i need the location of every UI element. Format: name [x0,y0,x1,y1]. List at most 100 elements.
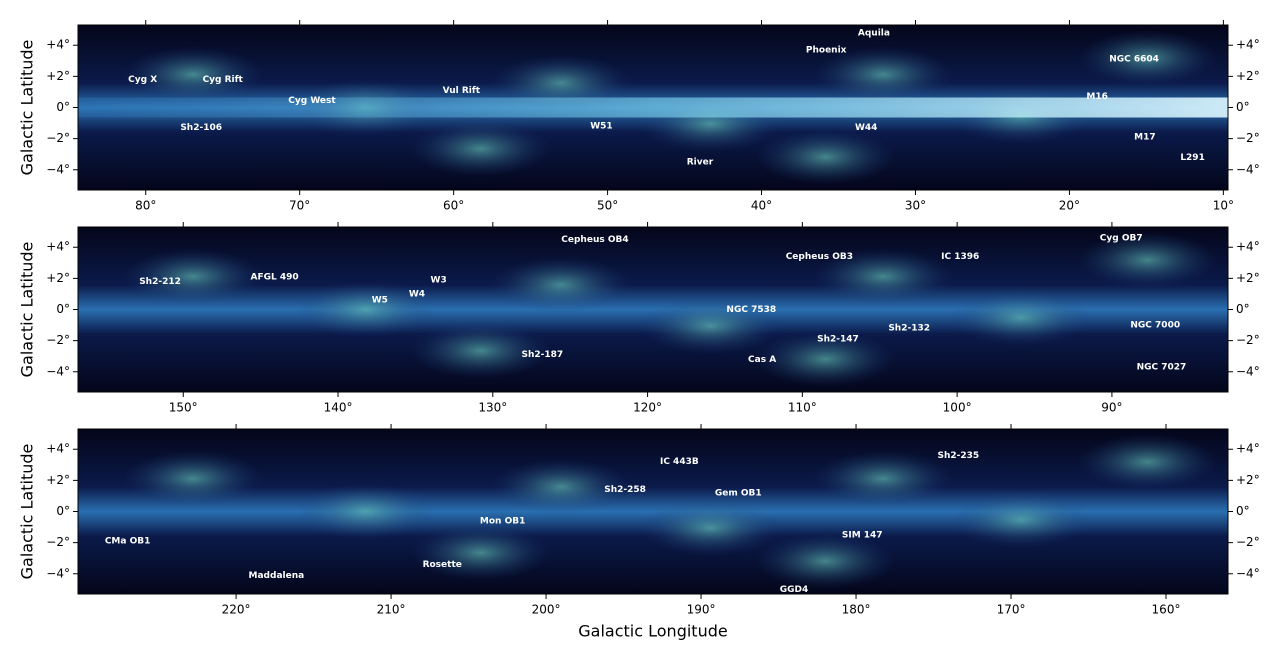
nebula [410,120,551,177]
region-label: Sh2-212 [139,277,181,287]
y-tick-label-right: 0° [1236,100,1250,114]
y-tick-label: +2° [46,473,70,487]
region-label: Gem OB1 [715,488,762,498]
region-label: NGC 7538 [726,305,776,315]
y-tick-label-right: +4° [1236,240,1260,254]
x-tick-label: 10° [1213,199,1234,213]
x-tick-label: 30° [905,199,926,213]
y-tick-label: −4° [46,364,70,378]
region-label: IC 443B [660,457,699,467]
x-axis-title: Galactic Longitude [578,622,727,641]
y-tick-label-right: 0° [1236,302,1250,316]
nebula [640,298,781,354]
y-tick-label-right: −2° [1236,333,1260,347]
region-label: W5 [372,296,388,306]
y-tick-label-right: +2° [1236,69,1260,83]
nebula [491,458,631,515]
y-tick-label-right: −4° [1236,566,1260,580]
region-label: M17 [1134,133,1155,143]
nebula [410,322,551,379]
x-tick-label: 50° [597,199,618,213]
x-tick-label: 130° [478,401,507,415]
y-axis-title: Galactic Latitude [18,40,37,176]
y-tick-label-right: +2° [1236,271,1260,285]
region-label: NGC 6604 [1109,55,1159,65]
y-tick-label: +4° [46,240,70,254]
x-tick-label: 60° [443,199,464,213]
x-tick-label: 170° [997,603,1026,617]
nebula [813,450,953,507]
x-tick-label: 180° [842,603,871,617]
nebula [295,281,436,338]
y-tick-label: −4° [46,566,70,580]
plane-band [78,97,1228,118]
region-label: Cyg OB7 [1100,233,1143,243]
region-label: NGC 7000 [1130,321,1180,331]
x-tick-label: 120° [633,401,662,415]
region-label: Sh2-106 [180,123,222,133]
region-label: GGD4 [780,585,809,595]
region-label: SIM 147 [842,530,883,540]
x-tick-label: 20° [1059,199,1080,213]
y-tick-label: −4° [46,162,70,176]
y-tick-label-right: −4° [1236,162,1260,176]
y-tick-label-right: +4° [1236,442,1260,456]
region-label: Sh2-258 [604,485,646,495]
y-tick-label: −2° [46,333,70,347]
x-tick-label: 140° [324,401,353,415]
y-tick-label: +2° [46,271,70,285]
nebula [491,256,631,313]
x-tick-label: 80° [135,199,156,213]
region-label: Cyg West [288,96,336,106]
nebula [410,524,551,581]
x-tick-label: 210° [377,603,406,617]
region-label: Cyg X [128,75,157,85]
region-label: W44 [855,123,877,133]
y-tick-label-right: +2° [1236,473,1260,487]
x-tick-label: 70° [289,199,310,213]
y-tick-label-right: −2° [1236,535,1260,549]
nebula [951,491,1091,548]
x-tick-label: 110° [788,401,817,415]
y-axis-title: Galactic Latitude [18,242,37,378]
y-tick-label: +4° [46,442,70,456]
region-label: M16 [1086,92,1107,102]
region-label: Maddalena [249,571,305,581]
region-label: Sh2-132 [888,324,930,334]
region-label: W4 [409,289,425,299]
region-label: Sh2-187 [521,350,563,360]
y-tick-label-right: −2° [1236,131,1260,145]
nebula [123,248,263,305]
y-tick-label-right: +4° [1236,38,1260,52]
nebula [295,483,436,540]
y-tick-label: 0° [56,100,70,114]
nebula [123,450,263,507]
nebula [755,331,896,387]
region-label: W3 [431,275,447,285]
nebula [491,54,631,111]
x-tick-label: 150° [169,401,198,415]
x-tick-label: 40° [751,199,772,213]
region-label: IC 1396 [941,252,979,262]
region-label: CMa OB1 [105,537,151,547]
x-tick-label: 220° [222,603,251,617]
y-axis-title: Galactic Latitude [18,444,37,580]
nebula [755,129,896,185]
region-label: Cepheus OB3 [786,252,853,262]
region-label: Sh2-235 [937,451,979,461]
y-tick-label-right: −4° [1236,364,1260,378]
y-tick-label: +2° [46,69,70,83]
region-label: Cyg Rift [203,75,244,85]
region-label: Rosette [423,560,462,570]
region-label: Cas A [748,355,776,365]
nebula [813,46,953,103]
y-tick-label-right: 0° [1236,504,1250,518]
region-label: NGC 7027 [1137,363,1187,373]
y-tick-label: 0° [56,302,70,316]
x-tick-label: 100° [943,401,972,415]
region-label: AFGL 490 [250,272,298,282]
region-label: Mon OB1 [480,516,525,526]
y-tick-label: −2° [46,131,70,145]
nebula [1077,232,1218,288]
